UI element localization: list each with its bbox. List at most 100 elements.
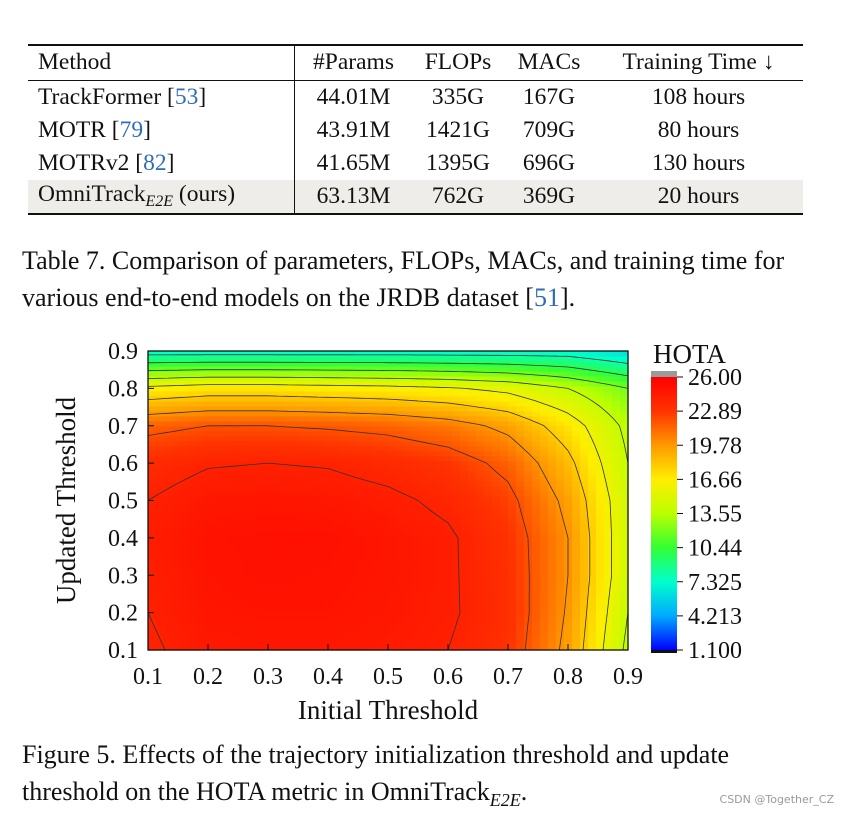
heatmap-cell: [260, 480, 269, 487]
heatmap-cell: [612, 585, 621, 591]
citation-link[interactable]: 53: [174, 83, 199, 110]
citation-link[interactable]: 79: [119, 116, 144, 143]
heatmap-cell: [492, 475, 501, 482]
heatmap-cell: [156, 525, 165, 531]
heatmap-cell: [156, 550, 165, 556]
heatmap-cell: [172, 460, 181, 467]
heatmap-cell: [380, 500, 389, 507]
heatmap-cell: [252, 605, 261, 611]
heatmap-cell: [484, 550, 493, 556]
heatmap-cell: [316, 625, 325, 631]
heatmap-cell: [212, 415, 221, 422]
heatmap-cell: [612, 560, 621, 566]
heatmap-cell: [332, 640, 341, 646]
heatmap-cell: [468, 380, 477, 387]
heatmap-cell: [580, 535, 589, 541]
macs-cell: 696G: [522, 149, 576, 176]
heatmap-cell: [604, 385, 613, 392]
heatmap-cell: [604, 575, 613, 581]
heatmap-cell: [156, 545, 165, 551]
heatmap-cell: [500, 595, 509, 601]
heatmap-cell: [244, 360, 253, 367]
colorbar-tick-label: 4.213: [688, 604, 742, 630]
heatmap-cell: [492, 610, 501, 616]
heatmap-cell: [252, 485, 261, 492]
heatmap-cell: [260, 410, 269, 417]
heatmap-cell: [548, 585, 557, 591]
heatmap-cell: [460, 490, 469, 497]
heatmap-cell: [468, 525, 477, 531]
heatmap-cell: [228, 580, 237, 586]
heatmap-cell: [412, 615, 421, 621]
heatmap-cell: [380, 380, 389, 387]
heatmap-cell: [388, 565, 397, 571]
heatmap-cell: [324, 365, 333, 372]
heatmap-cell: [540, 465, 549, 472]
header-method: Method: [28, 45, 295, 81]
heatmap-cell: [260, 565, 269, 571]
heatmap-cell: [340, 455, 349, 462]
heatmap-cell: [260, 555, 269, 561]
heatmap-cell: [620, 465, 629, 472]
heatmap-cell: [212, 525, 221, 531]
heatmap-cell: [484, 470, 493, 477]
heatmap-cell: [452, 520, 461, 527]
heatmap-cell: [508, 440, 517, 447]
heatmap-cell: [148, 351, 157, 357]
heatmap-cell: [180, 560, 189, 566]
heatmap-cell: [196, 510, 205, 517]
heatmap-cell: [156, 495, 165, 502]
heatmap-cell: [508, 620, 517, 626]
heatmap-cell: [412, 475, 421, 482]
heatmap-cell: [612, 535, 621, 541]
heatmap-cell: [316, 520, 325, 527]
heatmap-cell: [572, 535, 581, 541]
heatmap-cell: [228, 495, 237, 502]
heatmap-cell: [452, 470, 461, 477]
x-tick-label: 0.3: [253, 664, 283, 690]
heatmap-cell: [292, 540, 301, 546]
heatmap-cell: [172, 575, 181, 581]
heatmap-cell: [212, 450, 221, 457]
heatmap-cell: [260, 550, 269, 556]
heatmap-cell: [348, 480, 357, 487]
heatmap-cell: [308, 515, 317, 522]
heatmap-cell: [484, 560, 493, 566]
heatmap-cell: [228, 475, 237, 482]
heatmap-cell: [156, 565, 165, 571]
heatmap-cell: [324, 570, 333, 576]
heatmap-cell: [188, 440, 197, 447]
heatmap-cell: [228, 380, 237, 387]
heatmap-cell: [596, 490, 605, 497]
heatmap-cell: [316, 390, 325, 397]
heatmap-cell: [188, 550, 197, 556]
heatmap-cell: [156, 420, 165, 427]
heatmap-cell: [228, 560, 237, 566]
heatmap-cell: [436, 460, 445, 467]
heatmap-cell: [532, 420, 541, 427]
heatmap-cell: [388, 520, 397, 527]
heatmap-cell: [508, 635, 517, 641]
heatmap-cell: [596, 505, 605, 512]
heatmap-cell: [452, 500, 461, 507]
heatmap-cell: [460, 405, 469, 412]
heatmap-cell: [156, 355, 165, 362]
heatmap-cell: [148, 390, 157, 397]
heatmap-cell: [148, 405, 157, 412]
heatmap-cell: [540, 555, 549, 561]
heatmap-cell: [220, 535, 229, 541]
heatmap-cell: [588, 530, 597, 536]
citation-link[interactable]: 82: [143, 149, 167, 176]
heatmap-cell: [492, 420, 501, 427]
heatmap-cell: [172, 530, 181, 536]
citation-link[interactable]: 51: [533, 283, 560, 312]
heatmap-cell: [244, 420, 253, 427]
heatmap-cell: [308, 505, 317, 512]
heatmap-cell: [404, 430, 413, 437]
heatmap-cell: [220, 435, 229, 442]
heatmap-cell: [516, 400, 525, 407]
heatmap-cell: [236, 640, 245, 646]
heatmap-cell: [156, 460, 165, 467]
heatmap-cell: [548, 370, 557, 377]
heatmap-cell: [364, 400, 373, 407]
